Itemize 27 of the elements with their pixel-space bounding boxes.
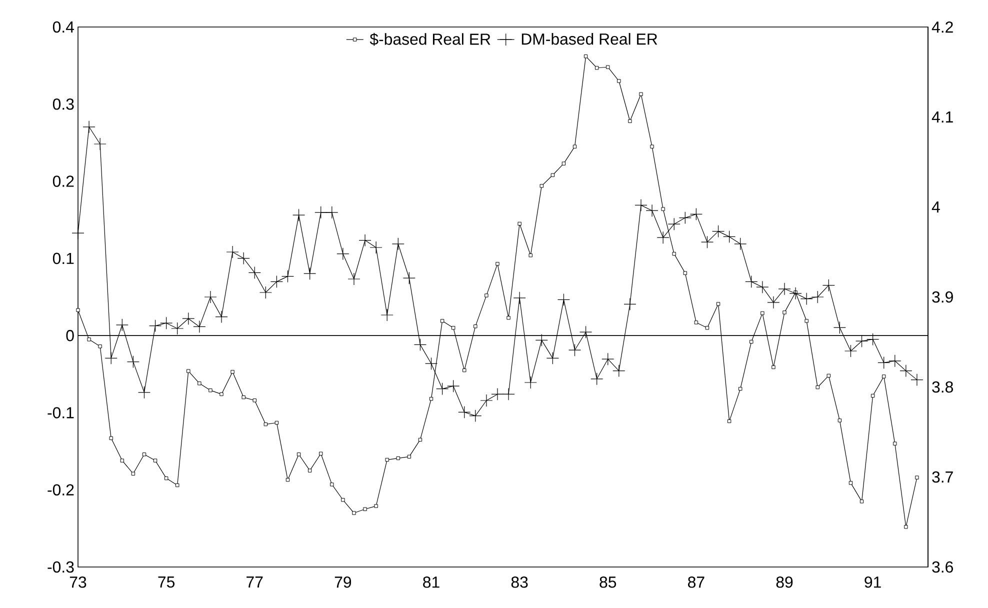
x-tick-label: 73 bbox=[70, 576, 86, 588]
x-tick-label: 91 bbox=[864, 576, 881, 588]
y2-tick-label: 3.6 bbox=[932, 561, 953, 573]
y2-tick-label: 3.8 bbox=[932, 381, 953, 393]
y2-tick-label: 4 bbox=[932, 202, 940, 212]
x-tick-label: 89 bbox=[776, 576, 793, 588]
x-tick-label: 75 bbox=[158, 576, 174, 588]
y2-tick-label: 3.7 bbox=[932, 471, 953, 483]
y-tick-label: 0.1 bbox=[52, 252, 74, 264]
x-tick-label: 85 bbox=[600, 576, 616, 588]
y2-tick-label: 4.1 bbox=[932, 112, 953, 122]
y2-tick-label: 3.9 bbox=[932, 291, 953, 303]
legend-label: DM-based Real ER bbox=[522, 33, 658, 45]
y-tick-label: 0.3 bbox=[52, 98, 74, 110]
x-tick-label: 77 bbox=[246, 576, 263, 588]
y-tick-label: -0.3 bbox=[48, 561, 74, 573]
y-tick-label: 0 bbox=[66, 330, 74, 342]
x-tick-label: 87 bbox=[688, 576, 704, 588]
x-tick-label: 79 bbox=[334, 576, 352, 588]
x-tick-label: 83 bbox=[511, 576, 528, 588]
legend-label: $-based Real ER bbox=[370, 32, 490, 46]
x-tick-label: 81 bbox=[423, 576, 440, 588]
y-tick-label: 0.2 bbox=[52, 176, 74, 187]
y2-tick-label: 4.2 bbox=[932, 21, 953, 33]
y-tick-label: -0.2 bbox=[48, 484, 74, 496]
y-tick-label: -0.1 bbox=[48, 407, 74, 418]
y-tick-label: 0.4 bbox=[52, 21, 74, 33]
